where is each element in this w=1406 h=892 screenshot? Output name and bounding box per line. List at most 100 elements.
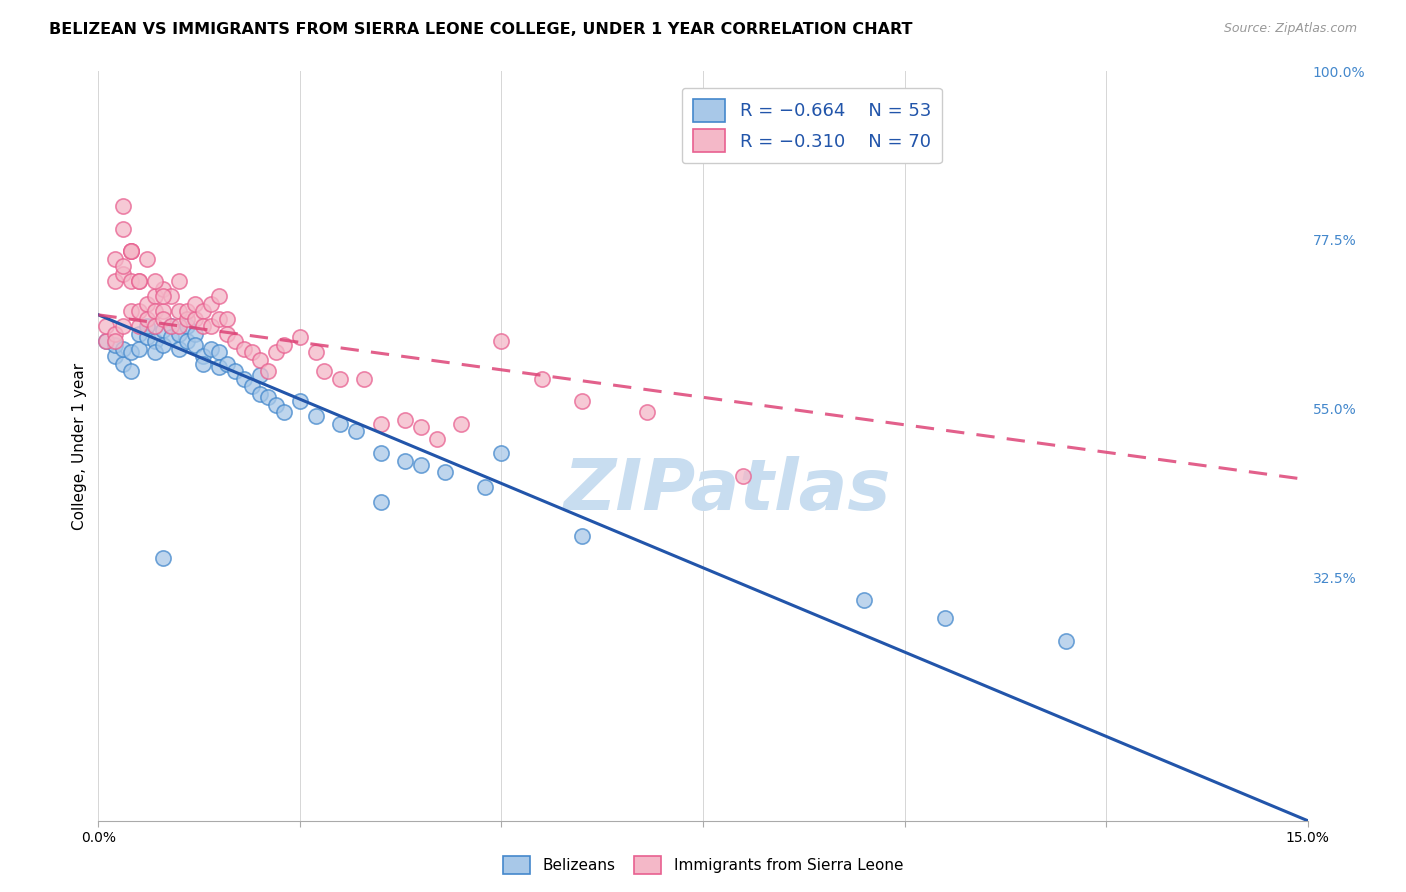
Point <box>167 319 190 334</box>
Point <box>152 311 174 326</box>
Point <box>394 454 416 468</box>
Point <box>217 311 239 326</box>
Point <box>208 345 231 359</box>
Point <box>120 274 142 288</box>
Point <box>96 334 118 348</box>
Point <box>370 446 392 460</box>
Point <box>370 417 392 431</box>
Point <box>128 274 150 288</box>
Point <box>152 551 174 566</box>
Point <box>217 326 239 341</box>
Point <box>491 334 513 348</box>
Point <box>450 417 472 431</box>
Point <box>200 296 222 310</box>
Point <box>344 424 367 438</box>
Point <box>353 371 375 385</box>
Y-axis label: College, Under 1 year: College, Under 1 year <box>72 362 87 530</box>
Point <box>249 386 271 401</box>
Point <box>176 311 198 326</box>
Point <box>103 326 125 341</box>
Point <box>120 244 142 259</box>
Point <box>208 289 231 303</box>
Point <box>120 244 142 259</box>
Point <box>193 357 215 371</box>
Point <box>530 371 553 385</box>
Point <box>491 446 513 460</box>
Point <box>200 319 222 334</box>
Point <box>176 304 198 318</box>
Point <box>103 338 125 352</box>
Point <box>128 319 150 334</box>
Point <box>184 326 207 341</box>
Point <box>128 326 150 341</box>
Point <box>409 458 432 472</box>
Legend: R = −0.664    N = 53, R = −0.310    N = 70: R = −0.664 N = 53, R = −0.310 N = 70 <box>682 88 942 163</box>
Point <box>184 338 207 352</box>
Point <box>217 357 239 371</box>
Point <box>193 304 215 318</box>
Point <box>571 394 593 409</box>
Point <box>434 465 457 479</box>
Point <box>111 221 134 235</box>
Point <box>103 334 125 348</box>
Point <box>111 199 134 213</box>
Point <box>232 371 254 385</box>
Point <box>160 319 183 334</box>
Point <box>96 319 118 334</box>
Point <box>636 405 658 419</box>
Point <box>224 364 246 378</box>
Point <box>143 274 166 288</box>
Point <box>143 289 166 303</box>
Point <box>273 405 295 419</box>
Point <box>240 379 263 393</box>
Point <box>208 311 231 326</box>
Point <box>152 289 174 303</box>
Point <box>394 413 416 427</box>
Point <box>128 274 150 288</box>
Point <box>167 342 190 356</box>
Text: ZIPatlas: ZIPatlas <box>564 457 891 525</box>
Point <box>288 394 311 409</box>
Point <box>193 319 215 334</box>
Point <box>426 432 449 446</box>
Point <box>128 342 150 356</box>
Point <box>288 330 311 344</box>
Point <box>249 352 271 367</box>
Point <box>200 342 222 356</box>
Point <box>224 334 246 348</box>
Point <box>249 368 271 382</box>
Point <box>370 495 392 509</box>
Point <box>152 282 174 296</box>
Point <box>120 345 142 359</box>
Point <box>135 330 157 344</box>
Point <box>103 274 125 288</box>
Point <box>314 364 336 378</box>
Point <box>273 338 295 352</box>
Point <box>264 345 287 359</box>
Point <box>232 342 254 356</box>
Point <box>208 360 231 375</box>
Text: Source: ZipAtlas.com: Source: ZipAtlas.com <box>1223 22 1357 36</box>
Point <box>143 304 166 318</box>
Point <box>120 304 142 318</box>
Point <box>184 311 207 326</box>
Point <box>176 334 198 348</box>
Point <box>135 252 157 266</box>
Point <box>167 326 190 341</box>
Point <box>409 420 432 434</box>
Point <box>733 469 755 483</box>
Legend: Belizeans, Immigrants from Sierra Leone: Belizeans, Immigrants from Sierra Leone <box>496 850 910 880</box>
Point <box>571 529 593 543</box>
Point <box>853 592 876 607</box>
Point <box>160 289 183 303</box>
Point <box>111 267 134 281</box>
Point <box>184 296 207 310</box>
Point <box>329 371 352 385</box>
Point <box>143 319 166 334</box>
Point <box>176 319 198 334</box>
Point <box>152 323 174 337</box>
Point <box>143 345 166 359</box>
Point <box>143 334 166 348</box>
Point <box>1054 633 1077 648</box>
Point <box>135 319 157 334</box>
